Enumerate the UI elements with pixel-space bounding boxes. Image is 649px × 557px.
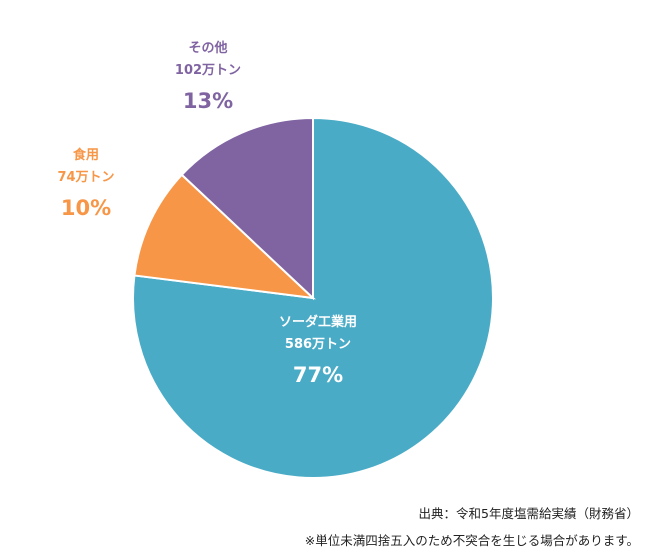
slice-label-soda: ソーダ工業用 586万トン 77%	[248, 312, 388, 392]
slice-percent-soda: 77%	[292, 363, 344, 387]
slice-amount-food: 74万トン	[57, 170, 115, 185]
slice-amount-other: 102万トン	[174, 63, 242, 78]
slice-name-food: 食用	[72, 148, 99, 163]
slice-amount-soda: 586万トン	[284, 337, 352, 352]
source-note: 出典：令和5年度塩需給実績（財務省）	[418, 506, 639, 521]
slice-percent-other: 13%	[182, 89, 234, 113]
slice-label-food: 食用 74万トン 10%	[31, 145, 141, 225]
pie-slice-other	[180, 116, 314, 301]
pie-slice-soda	[132, 116, 494, 479]
slice-label-other: その他 102万トン 13%	[153, 38, 263, 118]
footnote: ※単位未満四捨五入のため不突合を生じる場合があります。	[304, 533, 639, 548]
slice-name-other: その他	[188, 41, 228, 56]
pie-slice-food	[133, 173, 316, 300]
slice-name-soda: ソーダ工業用	[278, 315, 357, 330]
slice-percent-food: 10%	[60, 196, 112, 220]
